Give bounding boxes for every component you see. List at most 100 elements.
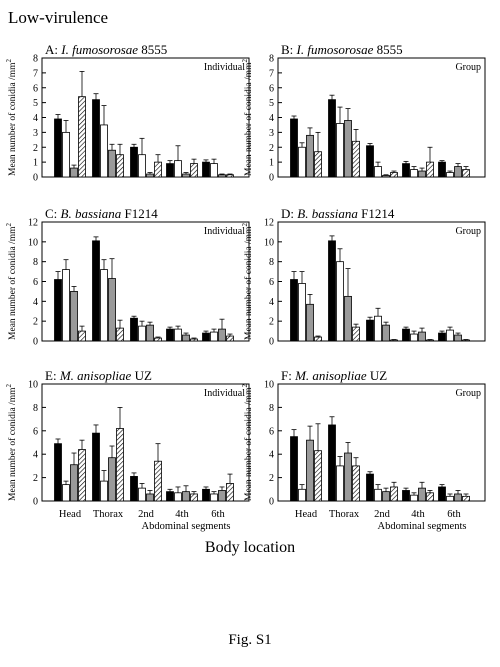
bar [446,329,454,342]
bar [352,326,360,342]
bar [226,335,234,342]
y-tick-label: 3 [33,128,38,139]
y-tick-label: 8 [269,257,274,268]
panel-title: C: B. bassiana F1214 [45,206,158,221]
y-tick-label: 2 [33,317,38,328]
y-tick-label: 2 [269,317,274,328]
panel-f: 0 2 4 6 8 10 F: M. anisopliae UZ Group Mean numb… [241,368,486,532]
y-tick-label: 10 [28,237,38,248]
bar [418,331,426,342]
bar [78,330,86,342]
bar [166,328,174,342]
bar [138,325,146,342]
bar [100,269,108,342]
y-tick-label: 4 [269,450,274,461]
bar [336,123,344,178]
y-tick-label: 10 [264,380,274,391]
bar [328,424,336,502]
bar [210,331,218,342]
x-tick-label: Thorax [93,509,124,520]
y-tick-label: 3 [269,128,274,139]
x-tick-label: 6th [211,509,225,520]
bar [298,488,306,502]
panel-d: 0 2 4 6 8 10 12 D: B. bassiana F1214 Group Mean n… [241,206,486,348]
bar [116,154,124,178]
bar [336,261,344,342]
bar [366,319,374,342]
bar [190,163,198,178]
bar [306,439,314,502]
bar [190,493,198,502]
y-tick-label: 5 [33,98,38,109]
bar [166,163,174,178]
bar [426,161,434,178]
y-tick-label: 2 [33,473,38,484]
bar [418,170,426,178]
bar [462,169,470,178]
bar [314,450,322,502]
bar [336,465,344,502]
bar [54,118,62,178]
bar [154,161,162,178]
bar [174,160,182,178]
bar [382,175,390,178]
bar [174,492,182,502]
panel-title: A: I. fumosorosae 8555 [45,42,167,57]
bar [100,480,108,502]
bar [70,464,78,502]
bar [382,324,390,342]
bar [116,327,124,342]
bar [154,337,162,342]
bar [54,443,62,502]
bar [146,173,154,178]
y-axis-label: Mean number of conidia /mm2 [5,384,18,501]
bar [298,283,306,342]
bar [454,166,462,178]
bar [314,336,322,342]
bar [116,428,124,502]
bar [390,339,398,342]
bar [92,240,100,342]
bar [410,169,418,178]
panel-tag: Individual [204,226,245,237]
bar [290,118,298,178]
y-tick-label: 4 [269,113,274,124]
bar [306,303,314,342]
bar [426,339,434,342]
bar [390,486,398,502]
x-tick-label: 2nd [374,509,391,520]
fig-title: Low-virulence [8,8,109,27]
bar [54,279,62,342]
panel-b: 0 1 2 3 4 5 6 7 8 B: I. fumosorosae 8555 Group Mean… [241,42,486,184]
bar [438,332,446,342]
bar [218,174,226,178]
y-tick-label: 0 [33,337,38,348]
bar [446,172,454,178]
bar [138,154,146,178]
bar [290,436,298,502]
bar [226,174,234,178]
y-tick-label: 2 [33,143,38,154]
bar [438,486,446,502]
bar [390,172,398,178]
panel-title: D: B. bassiana F1214 [281,206,395,221]
y-axis-label: Mean number of conidia /mm2 [241,384,254,501]
y-axis-label: Mean number of conidia /mm2 [241,223,254,340]
bar [218,328,226,342]
bar [70,291,78,342]
y-tick-label: 10 [264,237,274,248]
bar [344,452,352,502]
bar [328,240,336,342]
y-tick-label: 2 [269,143,274,154]
panel-tag: Individual [204,388,245,399]
bar [146,493,154,502]
x-group-label: Abdominal segments [142,521,231,532]
y-tick-label: 6 [33,426,38,437]
y-tick-label: 12 [28,218,38,229]
bar [298,146,306,178]
y-axis-label: Mean number of conidia /mm2 [5,223,18,340]
bar [218,490,226,502]
bar [92,99,100,178]
bar [462,339,470,342]
bar [226,483,234,502]
